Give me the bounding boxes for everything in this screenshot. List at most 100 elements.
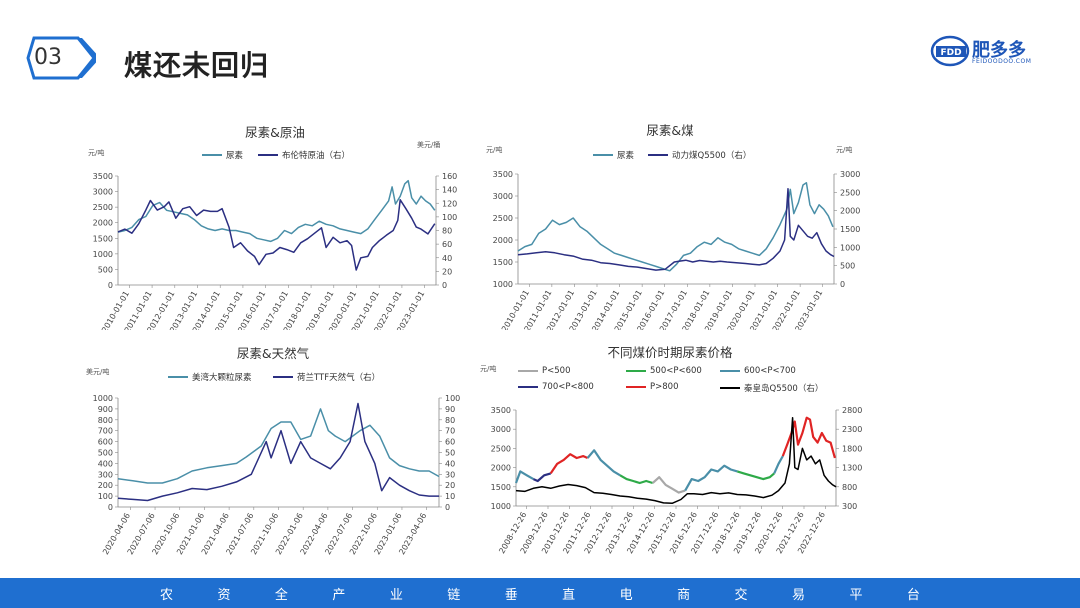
footer-char: 易: [791, 587, 805, 603]
y-right-tick-label: 100: [445, 394, 460, 403]
series-line-8: [773, 455, 784, 474]
y-left-tick-label: 3500: [491, 406, 511, 415]
y-left-tick-label: 500: [98, 265, 113, 274]
chart-title: 尿素&煤: [646, 123, 694, 138]
y-right-tick-label: 140: [442, 186, 457, 195]
y-right-tick-label: 3000: [840, 170, 860, 179]
y-right-tick-label: 0: [445, 503, 450, 512]
y-left-tick-label: 2500: [93, 203, 113, 212]
y-right-tick-label: 160: [442, 172, 457, 181]
legend-swatch: [518, 386, 538, 388]
chart-plot: 1000 1500 2000 2500 3000 3500 0 500 1000 1500 2000…: [493, 170, 861, 330]
footer-char: 农: [160, 587, 174, 603]
series-line-4: [619, 474, 654, 485]
y-left-tick-label: 3500: [93, 172, 113, 181]
section-number: 03: [34, 45, 62, 70]
y-left-tick-label: 1500: [491, 483, 511, 492]
series-line-6: [684, 464, 738, 492]
y-right-tick-label: 80: [445, 416, 455, 425]
right-unit: 美元/桶: [417, 141, 441, 149]
footer-char: 台: [906, 587, 920, 603]
y-left-tick-label: 600: [98, 438, 113, 447]
chart-plot: 1000 1500 2000 2500 3000 3500 300 800 1300 1800 23…: [491, 406, 863, 555]
y-left-tick-label: 400: [98, 459, 113, 468]
logo-name: 肥多多: [972, 40, 1026, 61]
y-right-tick-label: 1000: [840, 243, 860, 252]
y-right-tick-label: 800: [842, 483, 857, 492]
footer-char: 电: [619, 587, 633, 603]
legend-item-qhd: 秦皇岛Q5500（右）: [720, 382, 823, 394]
footer-bar: 农资全产业链垂直电商交易平台: [0, 578, 1080, 608]
legend-item-ttf: 荷兰TTF天然气（右）: [273, 371, 380, 383]
y-right-tick-label: 2000: [840, 207, 860, 216]
y-left-tick-label: 200: [98, 481, 113, 490]
footer-char: 商: [677, 587, 691, 603]
chart-urea-coal: 尿素&煤 元/吨 元/吨 尿素 动力煤Q5500（右） 1000 1500 2000…: [478, 118, 878, 330]
legend-item-p-gt-800: P>800: [626, 382, 678, 392]
y-left-tick-label: 2500: [493, 214, 513, 223]
y-right-tick-label: 70: [445, 427, 455, 436]
legend-item-brent: 布伦特原油（右）: [258, 149, 350, 161]
footer-char: 交: [734, 587, 748, 603]
y-left-tick-label: 3000: [493, 192, 513, 201]
legend-swatch: [168, 376, 188, 378]
chart-urea-crude: 尿素&原油 元/吨 美元/桶 尿素 布伦特原油（右） 0 500 1000 1500 2…: [80, 118, 480, 330]
series-line-0: [517, 182, 834, 272]
y-right-tick-label: 20: [442, 267, 452, 276]
y-left-tick-label: 700: [98, 427, 113, 436]
series-line-0: [514, 470, 534, 484]
y-right-tick-label: 0: [442, 281, 447, 290]
y-right-tick-label: 0: [840, 280, 845, 289]
series-line-1: [532, 472, 552, 483]
logo-mark: FDD: [940, 48, 961, 58]
series-line-1: [117, 402, 439, 502]
y-left-tick-label: 900: [98, 405, 113, 414]
y-left-tick-label: 1000: [93, 394, 113, 403]
y-right-tick-label: 40: [442, 254, 452, 263]
page-title: 煤还未回归: [124, 49, 270, 82]
y-left-tick-label: 2000: [93, 219, 113, 228]
chart-plot: 0 500 1000 1500 2000 2500 3000 3500 0 20 40 60 80 100…: [93, 172, 458, 330]
legend-label: P>800: [650, 382, 679, 392]
legend-label: 动力煤Q5500（右）: [672, 151, 752, 161]
series-line-0: [117, 408, 440, 484]
y-right-tick-label: 60: [445, 438, 455, 447]
footer-char: 垂: [504, 587, 518, 603]
series-line-3: [586, 449, 621, 477]
footer-char: 产: [332, 587, 346, 603]
y-left-tick-label: 100: [98, 492, 113, 501]
legend-swatch: [720, 370, 740, 372]
y-left-tick-label: 2000: [491, 464, 511, 473]
y-right-tick-label: 1500: [840, 225, 860, 234]
legend-item-p-lt-500: P<500: [518, 366, 570, 376]
legend-swatch: [626, 370, 646, 372]
legend-label: 美湾大颗粒尿素: [192, 373, 252, 383]
legend-label: 500<P<600: [650, 366, 702, 376]
legend-item-urea: 美湾大颗粒尿素: [168, 371, 252, 383]
y-right-tick-label: 1300: [842, 464, 862, 473]
y-right-tick-label: 20: [445, 481, 455, 490]
y-left-tick-label: 2500: [491, 444, 511, 453]
series-line-1: [517, 187, 835, 271]
y-left-tick-label: 1500: [493, 258, 513, 267]
chart-title: 尿素&原油: [245, 125, 305, 140]
left-unit: 元/吨: [480, 365, 497, 373]
y-right-tick-label: 2500: [840, 188, 860, 197]
series-line-0: [117, 179, 436, 243]
y-right-tick-label: 100: [442, 213, 457, 222]
y-left-tick-label: 3000: [93, 188, 113, 197]
y-left-tick-label: 1000: [493, 280, 513, 289]
series-line-5: [651, 476, 686, 494]
legend-item-700-800: 700<P<800: [518, 382, 594, 392]
chart-title: 尿素&天然气: [236, 346, 310, 361]
series-line-7: [736, 470, 775, 481]
y-right-tick-label: 60: [442, 240, 452, 249]
left-unit: 美元/吨: [86, 368, 110, 376]
legend-swatch: [518, 370, 538, 372]
right-unit: 元/吨: [836, 146, 853, 154]
footer-slogan: 农资全产业链垂直电商交易平台: [160, 578, 920, 608]
left-unit: 元/吨: [88, 149, 105, 157]
y-left-tick-label: 2000: [493, 236, 513, 245]
legend-label: 秦皇岛Q5500（右）: [744, 384, 824, 394]
